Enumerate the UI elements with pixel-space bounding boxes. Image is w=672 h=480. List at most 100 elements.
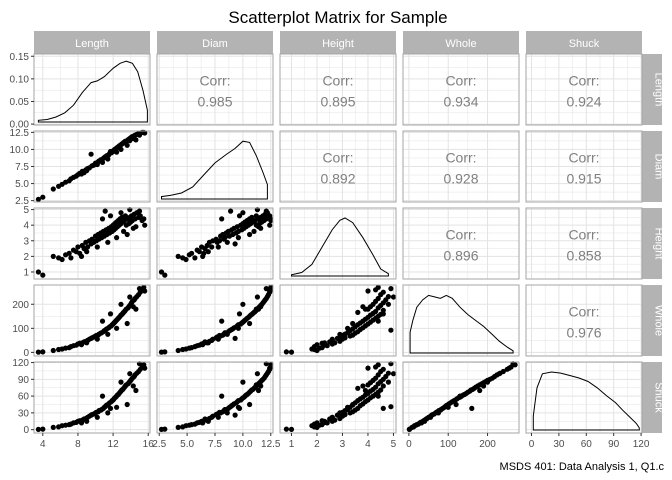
- panel-whole-height: [279, 284, 397, 357]
- scatter-point: [219, 393, 225, 399]
- corr-label: Corr:: [322, 73, 353, 89]
- scatter-point: [477, 387, 483, 394]
- x-tick-label: 7.5: [208, 439, 222, 450]
- strip-right-bg: [641, 54, 662, 125]
- panel-whole-whole: [402, 284, 520, 357]
- scatter-point: [345, 404, 351, 410]
- y-tick-label: 12.5: [10, 128, 30, 139]
- y-tick-label: 2.5: [15, 196, 29, 207]
- scatter-point: [99, 216, 106, 222]
- scatter-point: [200, 253, 206, 259]
- scatter-point: [375, 295, 381, 302]
- strip-right-label: Whole: [653, 305, 665, 336]
- panel-background: [526, 285, 642, 356]
- panel-length-length: [33, 53, 151, 126]
- scatter-point: [329, 414, 335, 420]
- panel-height-whole: Corr: 0.896: [402, 207, 520, 280]
- scatter-point: [124, 320, 130, 327]
- scatter-point: [84, 249, 90, 255]
- scatter-point: [469, 405, 475, 411]
- scatter-point: [183, 256, 189, 263]
- scatter-point: [84, 168, 90, 174]
- scatter-point: [107, 213, 114, 219]
- scatter-point: [162, 272, 168, 278]
- strip-right-bg: [641, 362, 662, 433]
- x-axis-height: 1 2 3 4 5: [289, 433, 397, 450]
- scatter-point: [136, 132, 143, 138]
- panel-border: [33, 284, 151, 357]
- scatter-point: [251, 228, 257, 234]
- scatter-point: [35, 269, 42, 275]
- y-tick-label: 0.10: [10, 74, 30, 85]
- scatter-point: [249, 214, 255, 220]
- strip-top-label: Diam: [202, 38, 228, 50]
- scatter-point: [255, 387, 262, 394]
- panel-diam-diam: [156, 130, 274, 203]
- scatter-point: [162, 349, 168, 355]
- y-tick-label: 100: [12, 324, 29, 335]
- scatter-point: [35, 349, 42, 355]
- scatter-point: [385, 301, 391, 307]
- scatter-point: [130, 383, 136, 389]
- scatter-point: [360, 383, 366, 389]
- x-tick-label: 16: [143, 439, 155, 450]
- y-tick-label: 0.00: [10, 120, 30, 131]
- scatter-point: [118, 210, 124, 216]
- panel-border: [525, 130, 643, 203]
- scatter-point: [496, 371, 502, 377]
- scatter-point: [142, 130, 148, 136]
- scatter-point: [506, 365, 512, 371]
- panel-background: [526, 54, 642, 125]
- scatter-point: [107, 405, 114, 411]
- corr-label: Corr:: [445, 150, 476, 166]
- panel-diam-whole: Corr: 0.928: [402, 130, 520, 203]
- scatter-point: [337, 410, 343, 416]
- scatter-point: [158, 269, 165, 275]
- scatter-point: [322, 418, 328, 424]
- scatter-point: [388, 286, 394, 292]
- panel-background: [403, 54, 519, 125]
- panel-border: [525, 207, 643, 280]
- y-tick-label: 0: [23, 425, 29, 436]
- strip-right-label: Length: [653, 73, 665, 107]
- strip-top-bg: [34, 31, 150, 54]
- scatter-point: [258, 225, 264, 231]
- scatter-point: [35, 196, 42, 202]
- x-tick-label: 5: [391, 439, 397, 450]
- panel-border: [279, 53, 397, 126]
- scatter-point: [362, 387, 368, 394]
- strip-right-whole: Whole: [641, 285, 665, 356]
- scatter-point: [105, 239, 111, 245]
- scatter-point: [130, 225, 136, 231]
- y-tick-label: 0.05: [10, 97, 30, 108]
- scatter-point: [215, 244, 221, 250]
- scatter-point: [228, 208, 234, 214]
- scatter-point: [314, 342, 320, 348]
- x-axis-diam: 2.5 5.0 7.5 10.0 12.5: [152, 433, 281, 450]
- strip-right-bg: [641, 131, 662, 202]
- panel-background: [280, 208, 396, 279]
- scatter-point: [240, 301, 246, 307]
- scatter-point: [84, 340, 90, 346]
- panel-diam-length: [33, 129, 151, 203]
- panel-border: [156, 207, 274, 280]
- strip-right-shuck: Shuck: [641, 362, 665, 433]
- strip-right-label: Height: [653, 228, 665, 260]
- scatter-point: [105, 410, 111, 416]
- scatter-point: [118, 379, 124, 385]
- strip-top-height: Height: [280, 31, 396, 54]
- scatter-point: [99, 318, 106, 324]
- corr-label: Corr:: [199, 73, 230, 89]
- scatter-point: [50, 253, 56, 259]
- x-tick-label: 12.5: [261, 439, 281, 450]
- scatter-point: [329, 336, 335, 342]
- panel-border: [525, 53, 643, 126]
- strip-right-label: Shuck: [653, 382, 665, 413]
- panel-border: [279, 284, 397, 357]
- panel-border: [402, 361, 520, 434]
- x-tick-label: 8: [75, 439, 81, 450]
- scatter-point: [224, 331, 230, 337]
- panel-background: [526, 362, 642, 433]
- scatter-point: [445, 404, 451, 410]
